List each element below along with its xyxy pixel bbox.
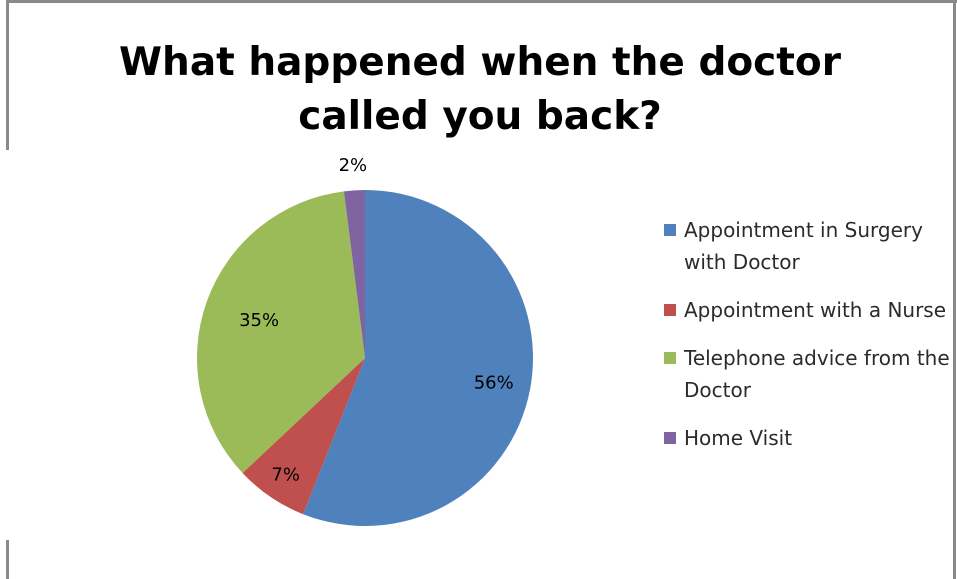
legend-swatch-home-visit [664,432,676,444]
pie-slice-nurse [242,358,365,515]
legend-item-nurse: Appointment with a Nurse [664,294,954,326]
legend-swatch-surgery [664,224,676,236]
legend-label-surgery: Appointment in Surgery with Doctor [684,218,923,274]
legend-swatch-nurse [664,304,676,316]
frame-left-edge [6,0,9,150]
pie-slice-home-visit [343,190,365,358]
frame-right-edge [953,0,956,579]
chart-legend: Appointment in Surgery with Doctor Appoi… [664,214,954,454]
frame-left-edge-lower [6,540,9,579]
data-label-surgery: 56% [474,373,514,394]
legend-swatch-telephone [664,352,676,364]
data-label-nurse: 7% [271,465,300,486]
data-label-telephone: 35% [239,310,279,331]
legend-item-home-visit: Home Visit [664,422,954,454]
legend-item-surgery: Appointment in Surgery with Doctor [664,214,954,278]
legend-label-nurse: Appointment with a Nurse [684,298,947,322]
pie-slice-telephone [196,191,365,474]
frame-top-edge [8,0,957,3]
chart-title: What happened when the doctor called you… [119,40,841,139]
pie-slice-surgery [303,190,533,526]
data-label-home-visit: 2% [339,155,368,176]
legend-label-telephone: Telephone advice from the Doctor [684,346,950,402]
legend-item-telephone: Telephone advice from the Doctor [664,342,954,406]
legend-label-home-visit: Home Visit [684,426,793,450]
